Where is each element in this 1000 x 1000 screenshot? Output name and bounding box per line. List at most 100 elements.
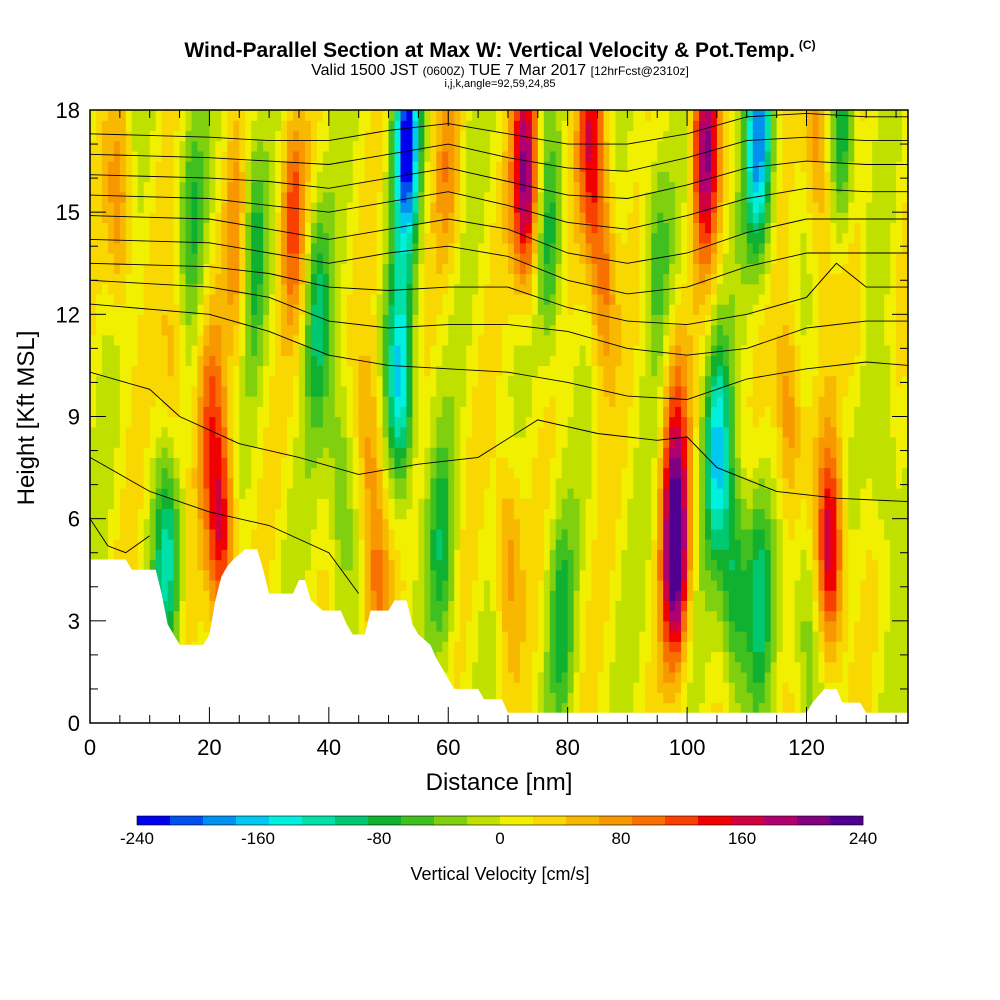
field-cell [591, 539, 599, 550]
field-cell [257, 406, 264, 418]
field-cell [173, 447, 181, 458]
field-cell [758, 365, 766, 377]
field-cell [728, 559, 736, 571]
field-cell [346, 518, 354, 530]
field-cell [639, 457, 646, 469]
field-cell [418, 539, 425, 550]
field-cell [585, 569, 593, 581]
field-cell [675, 600, 682, 612]
field-cell [872, 661, 879, 673]
field-cell [675, 508, 682, 520]
field-cell [424, 488, 431, 499]
field-cell [758, 579, 766, 591]
field-cell [340, 416, 348, 428]
field-cell [328, 579, 336, 591]
field-cell [442, 375, 449, 387]
field-cell [460, 498, 467, 510]
field-cell [376, 590, 384, 601]
field-cell [866, 488, 873, 499]
field-cell [358, 447, 366, 458]
field-cell [531, 559, 539, 571]
field-cell [346, 385, 354, 397]
field-cell [621, 467, 628, 479]
field-cell [322, 426, 330, 438]
field-cell [645, 365, 652, 377]
field-cell [836, 365, 843, 377]
field-cell [131, 365, 139, 377]
field-cell [412, 344, 419, 356]
field-cell [394, 549, 402, 561]
field-cell [197, 518, 205, 530]
field-cell [436, 447, 443, 458]
field-cell [442, 436, 449, 448]
field-cell [394, 385, 402, 397]
field-cell [507, 610, 515, 622]
field-cell [645, 396, 652, 407]
field-cell [549, 631, 557, 642]
field-cell [293, 436, 300, 448]
field-cell [101, 365, 109, 377]
field-cell [770, 396, 778, 407]
field-cell [591, 508, 599, 520]
field-cell [878, 569, 885, 581]
field-cell [400, 569, 408, 581]
field-cell [896, 641, 903, 653]
field-cell [143, 396, 151, 407]
field-cell [436, 641, 443, 653]
field-cell [824, 641, 831, 653]
field-cell [167, 467, 175, 479]
field-cell [119, 528, 127, 540]
field-cell [531, 528, 539, 540]
field-cell [316, 569, 324, 581]
field-cell [263, 569, 270, 581]
field-cell [257, 344, 264, 356]
field-cell [263, 518, 270, 530]
field-cell [90, 498, 97, 510]
field-cell [800, 355, 808, 367]
field-cell [681, 559, 688, 571]
field-cell [788, 692, 796, 704]
field-cell [269, 426, 276, 438]
field-cell [490, 406, 497, 418]
field-cell [460, 620, 467, 632]
field-cell [800, 569, 808, 581]
field-cell [125, 467, 133, 479]
field-cell [770, 579, 778, 591]
field-cell [119, 344, 127, 356]
field-cell [806, 682, 814, 693]
field-cell [830, 375, 837, 387]
field-cell [782, 508, 790, 520]
field-cell [621, 692, 628, 704]
field-cell [454, 651, 461, 663]
field-cell [645, 600, 652, 612]
field-cell [615, 579, 622, 591]
field-cell [782, 692, 790, 704]
field-cell [764, 508, 772, 520]
field-cell [758, 610, 766, 622]
field-cell [107, 365, 115, 377]
field-cell [651, 365, 658, 377]
field-cell [394, 579, 402, 591]
field-cell [125, 396, 133, 407]
field-cell [340, 457, 348, 469]
field-cell [358, 467, 366, 479]
field-cell [233, 488, 240, 499]
field-cell [722, 518, 730, 530]
field-cell [585, 396, 593, 407]
field-cell [131, 539, 139, 550]
field-cell [693, 426, 700, 438]
field-cell [603, 355, 611, 367]
field-cell [663, 579, 670, 591]
field-cell [239, 385, 246, 397]
field-cell [782, 559, 790, 571]
field-cell [281, 528, 288, 540]
field-cell [203, 508, 211, 520]
field-cell [704, 447, 712, 458]
field-cell [824, 385, 831, 397]
field-cell [710, 539, 718, 550]
field-cell [681, 375, 688, 387]
field-cell [125, 426, 133, 438]
field-cell [281, 579, 288, 591]
field-cell [860, 416, 867, 428]
field-cell [860, 671, 867, 683]
